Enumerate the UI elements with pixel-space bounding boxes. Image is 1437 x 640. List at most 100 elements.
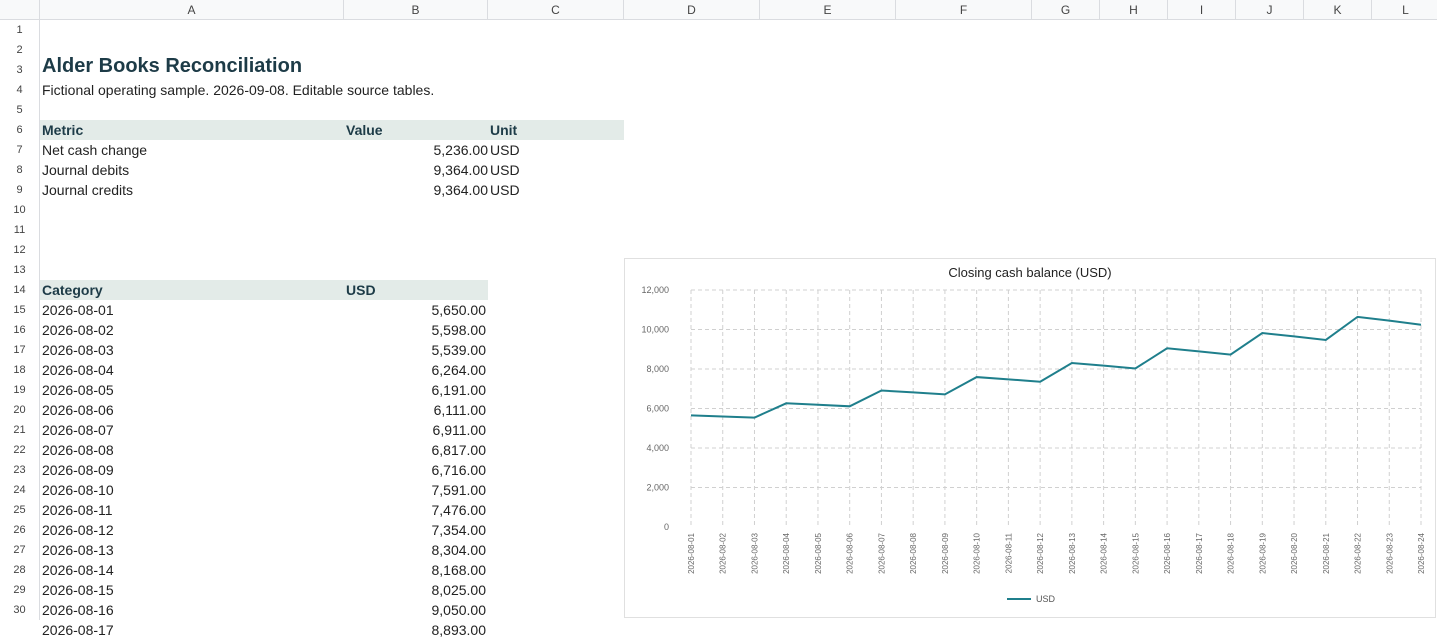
column-header-e[interactable]: E bbox=[760, 0, 896, 20]
column-header-i[interactable]: I bbox=[1168, 0, 1236, 20]
category-cell[interactable]: 2026-08-03 bbox=[42, 340, 114, 360]
metrics-header-unit[interactable]: Unit bbox=[490, 120, 517, 140]
row-header-5[interactable]: 5 bbox=[0, 100, 40, 120]
column-header-f[interactable]: F bbox=[896, 0, 1032, 20]
row-header-6[interactable]: 6 bbox=[0, 120, 40, 140]
usd-value-cell[interactable]: 7,591.00 bbox=[346, 480, 486, 500]
column-header-l[interactable]: L bbox=[1372, 0, 1437, 20]
row-header-30[interactable]: 30 bbox=[0, 600, 40, 620]
row-header-18[interactable]: 18 bbox=[0, 360, 40, 380]
category-cell[interactable]: 2026-08-02 bbox=[42, 320, 114, 340]
metric-name-cell[interactable]: Journal debits bbox=[42, 160, 129, 180]
x-tick-label: 2026-08-13 bbox=[1068, 532, 1077, 573]
row-header-21[interactable]: 21 bbox=[0, 420, 40, 440]
category-cell[interactable]: 2026-08-16 bbox=[42, 600, 114, 620]
sheet-title[interactable]: Alder Books Reconciliation bbox=[42, 52, 302, 80]
row-header-22[interactable]: 22 bbox=[0, 440, 40, 460]
row-header-17[interactable]: 17 bbox=[0, 340, 40, 360]
usd-value-cell[interactable]: 7,354.00 bbox=[346, 520, 486, 540]
category-cell[interactable]: 2026-08-15 bbox=[42, 580, 114, 600]
category-cell[interactable]: 2026-08-11 bbox=[42, 500, 113, 520]
usd-value-cell[interactable]: 8,168.00 bbox=[346, 560, 486, 580]
row-header-23[interactable]: 23 bbox=[0, 460, 40, 480]
row-header-25[interactable]: 25 bbox=[0, 500, 40, 520]
column-header-b[interactable]: B bbox=[344, 0, 488, 20]
usd-value-cell[interactable]: 9,050.00 bbox=[346, 600, 486, 620]
row-header-9[interactable]: 9 bbox=[0, 180, 40, 200]
row-header-1[interactable]: 1 bbox=[0, 20, 40, 40]
row-header-4[interactable]: 4 bbox=[0, 80, 40, 100]
row-header-10[interactable]: 10 bbox=[0, 200, 40, 220]
metric-unit-cell[interactable]: USD bbox=[490, 180, 520, 200]
row-header-2[interactable]: 2 bbox=[0, 40, 40, 60]
usd-value-cell[interactable]: 8,893.00 bbox=[346, 620, 486, 640]
row-header-12[interactable]: 12 bbox=[0, 240, 40, 260]
metric-name-cell[interactable]: Journal credits bbox=[42, 180, 133, 200]
category-cell[interactable]: 2026-08-08 bbox=[42, 440, 114, 460]
usd-header[interactable]: USD bbox=[346, 280, 376, 300]
column-header-j[interactable]: J bbox=[1236, 0, 1304, 20]
row-header-8[interactable]: 8 bbox=[0, 160, 40, 180]
x-tick-label: 2026-08-02 bbox=[719, 532, 728, 573]
category-cell[interactable]: 2026-08-14 bbox=[42, 560, 114, 580]
category-cell[interactable]: 2026-08-06 bbox=[42, 400, 114, 420]
usd-value-cell[interactable]: 6,264.00 bbox=[346, 360, 486, 380]
category-cell[interactable]: 2026-08-12 bbox=[42, 520, 114, 540]
usd-value-cell[interactable]: 8,304.00 bbox=[346, 540, 486, 560]
usd-value-cell[interactable]: 6,111.00 bbox=[346, 400, 486, 420]
x-tick-label: 2026-08-15 bbox=[1131, 532, 1140, 573]
usd-value-cell[interactable]: 8,025.00 bbox=[346, 580, 486, 600]
select-all-corner[interactable] bbox=[0, 0, 40, 20]
category-cell[interactable]: 2026-08-13 bbox=[42, 540, 114, 560]
category-cell[interactable]: 2026-08-04 bbox=[42, 360, 114, 380]
usd-value-cell[interactable]: 5,539.00 bbox=[346, 340, 486, 360]
metrics-header-metric[interactable]: Metric bbox=[42, 120, 83, 140]
category-cell[interactable]: 2026-08-09 bbox=[42, 460, 114, 480]
metric-value-cell[interactable]: 9,364.00 bbox=[346, 160, 488, 180]
usd-value-cell[interactable]: 7,476.00 bbox=[346, 500, 486, 520]
column-header-h[interactable]: H bbox=[1100, 0, 1168, 20]
metric-unit-cell[interactable]: USD bbox=[490, 160, 520, 180]
metric-value-cell[interactable]: 5,236.00 bbox=[346, 140, 488, 160]
column-header-d[interactable]: D bbox=[624, 0, 760, 20]
usd-value-cell[interactable]: 5,598.00 bbox=[346, 320, 486, 340]
usd-value-cell[interactable]: 6,817.00 bbox=[346, 440, 486, 460]
row-header-3[interactable]: 3 bbox=[0, 60, 40, 80]
column-header-c[interactable]: C bbox=[488, 0, 624, 20]
metrics-header-value[interactable]: Value bbox=[346, 120, 383, 140]
y-tick-label: 8,000 bbox=[646, 364, 669, 374]
usd-value-cell[interactable]: 6,911.00 bbox=[346, 420, 486, 440]
metric-value-cell[interactable]: 9,364.00 bbox=[346, 180, 488, 200]
category-header[interactable]: Category bbox=[42, 280, 103, 300]
category-cell[interactable]: 2026-08-07 bbox=[42, 420, 114, 440]
row-header-14[interactable]: 14 bbox=[0, 280, 40, 300]
category-cell[interactable]: 2026-08-17 bbox=[42, 620, 114, 640]
row-header-28[interactable]: 28 bbox=[0, 560, 40, 580]
column-header-g[interactable]: G bbox=[1032, 0, 1100, 20]
row-header-16[interactable]: 16 bbox=[0, 320, 40, 340]
row-header-11[interactable]: 11 bbox=[0, 220, 40, 240]
column-header-k[interactable]: K bbox=[1304, 0, 1372, 20]
usd-value-cell[interactable]: 6,716.00 bbox=[346, 460, 486, 480]
x-tick-label: 2026-08-17 bbox=[1195, 532, 1204, 573]
category-cell[interactable]: 2026-08-05 bbox=[42, 380, 114, 400]
category-cell[interactable]: 2026-08-01 bbox=[42, 300, 114, 320]
row-header-27[interactable]: 27 bbox=[0, 540, 40, 560]
row-header-19[interactable]: 19 bbox=[0, 380, 40, 400]
row-header-13[interactable]: 13 bbox=[0, 260, 40, 280]
row-header-26[interactable]: 26 bbox=[0, 520, 40, 540]
metric-unit-cell[interactable]: USD bbox=[490, 140, 520, 160]
sheet-subtitle[interactable]: Fictional operating sample. 2026-09-08. … bbox=[42, 80, 434, 100]
row-header-24[interactable]: 24 bbox=[0, 480, 40, 500]
row-header-15[interactable]: 15 bbox=[0, 300, 40, 320]
row-header-20[interactable]: 20 bbox=[0, 400, 40, 420]
usd-value-cell[interactable]: 6,191.00 bbox=[346, 380, 486, 400]
column-header-a[interactable]: A bbox=[40, 0, 344, 20]
usd-value-cell[interactable]: 5,650.00 bbox=[346, 300, 486, 320]
category-cell[interactable]: 2026-08-10 bbox=[42, 480, 114, 500]
row-header-29[interactable]: 29 bbox=[0, 580, 40, 600]
row-header-7[interactable]: 7 bbox=[0, 140, 40, 160]
x-tick-label: 2026-08-23 bbox=[1385, 532, 1394, 573]
metric-name-cell[interactable]: Net cash change bbox=[42, 140, 147, 160]
